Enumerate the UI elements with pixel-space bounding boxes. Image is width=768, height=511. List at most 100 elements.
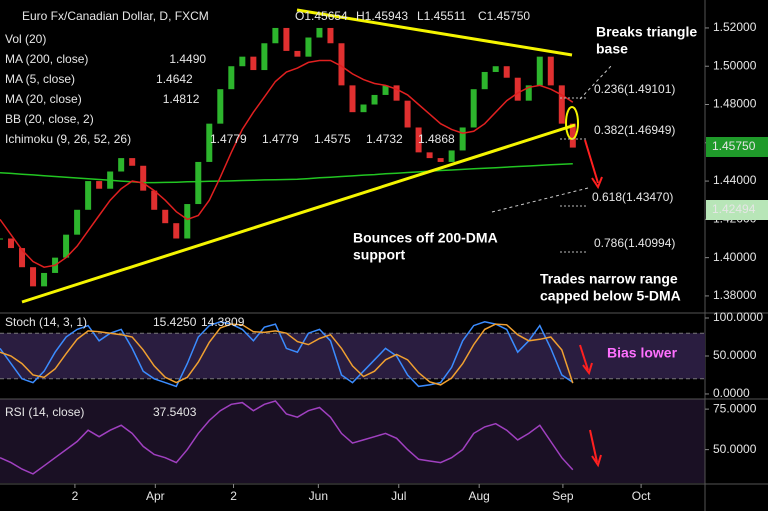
fib-label: 0.382(1.46949) (594, 123, 675, 137)
y-tick-label: 1.52000 (713, 20, 757, 34)
candle (305, 37, 312, 57)
candle (85, 181, 92, 210)
annotation: Bias lower (607, 345, 678, 361)
fib-label: 0.618(1.43470) (592, 190, 673, 204)
candle (338, 43, 345, 86)
legend-value: 14.3809 (201, 315, 245, 329)
chart-title: Euro Fx/Canadian Dollar, D, FXCM (22, 9, 209, 23)
candle (404, 100, 411, 128)
candle (536, 56, 543, 86)
candle (382, 85, 389, 95)
x-tick-label: Jul (391, 489, 406, 503)
price-label-box (706, 137, 768, 157)
line (0, 323, 574, 386)
band (0, 333, 705, 379)
candle (272, 27, 279, 44)
candle (0, 238, 3, 240)
annotation-box (603, 343, 681, 365)
annotation: Trades narrow range (540, 271, 678, 287)
line (0, 59, 574, 268)
candle (162, 209, 169, 224)
legend-value: 1.4575 (314, 132, 351, 146)
y-tick-label: 1.50000 (713, 58, 757, 72)
arrow-head (582, 362, 593, 376)
candle (283, 27, 290, 51)
candle (140, 165, 147, 191)
candle (503, 66, 510, 78)
legend-label: RSI (14, close) (5, 405, 84, 419)
candle (569, 123, 576, 148)
candle (250, 56, 257, 71)
legend-value: 1.4490 (169, 52, 206, 66)
candle (558, 85, 565, 124)
line (0, 321, 574, 388)
candle (118, 158, 125, 172)
legend-label: BB (20, close, 2) (5, 112, 94, 126)
candle (437, 158, 444, 162)
candle (415, 127, 422, 153)
ohlc-label: L1.45511 (417, 9, 466, 23)
candle (173, 223, 180, 239)
candle (30, 267, 37, 287)
arrow (579, 344, 589, 371)
ohlc-label: H1.45943 (356, 9, 408, 23)
x-tick-label: Sep (552, 489, 574, 503)
legend-value: 15.4250 (153, 315, 197, 329)
x-tick-label: Apr (146, 489, 165, 503)
y-tick-label: 1.38000 (713, 288, 757, 302)
candle (19, 248, 26, 268)
y-tick-label: 1.40000 (713, 250, 757, 264)
legend-value: 1.4732 (366, 132, 403, 146)
arrow-head (591, 176, 603, 190)
legend-label: MA (20, close) (5, 92, 82, 106)
candle (459, 127, 466, 151)
candle (349, 85, 356, 113)
legend-value: 37.5403 (153, 405, 197, 419)
legend-label: Vol (20) (5, 32, 46, 46)
y-tick-label: 50.0000 (713, 348, 757, 362)
candle (371, 94, 378, 105)
candle (360, 104, 367, 113)
ohlc-label: O1.45654 (295, 9, 348, 23)
candle (184, 204, 191, 239)
candle (8, 238, 15, 249)
candle (63, 234, 70, 258)
annotation: Bounces off 200-DMA (353, 230, 498, 246)
arrow-head (591, 454, 602, 468)
candle (327, 27, 334, 44)
candle (492, 66, 499, 72)
price-label-box (706, 200, 768, 220)
arrow (584, 139, 599, 184)
legend-label: Ichimoku (9, 26, 52, 26) (5, 132, 131, 146)
x-tick-label: Jun (309, 489, 328, 503)
candle (294, 50, 301, 57)
candle (393, 85, 400, 101)
y-tick-label: 1.44000 (713, 173, 757, 187)
x-tick-label: Aug (469, 489, 490, 503)
fib-label: 0.236(1.49101) (594, 82, 675, 96)
candle (481, 71, 488, 90)
y-tick-label: 75.0000 (713, 401, 757, 415)
candle (41, 272, 48, 287)
candle (228, 66, 235, 90)
annotation: Breaks triangle (596, 24, 697, 40)
triangle-resistance (296, 8, 573, 57)
candle (206, 123, 213, 162)
candle (96, 181, 103, 189)
fib-label: 0.786(1.40994) (594, 236, 675, 250)
candle (129, 158, 136, 166)
legend-label: MA (5, close) (5, 72, 75, 86)
annotation: capped below 5-DMA (540, 288, 681, 304)
price-label: 1.42494 (712, 202, 756, 216)
legend-value: 1.4642 (156, 72, 193, 86)
candle (547, 56, 554, 86)
arrow (589, 429, 598, 463)
candle (514, 77, 521, 101)
x-tick-label: Oct (632, 489, 651, 503)
labels: 1.380001.400001.420001.440001.460001.480… (5, 9, 768, 503)
y-tick-label: 100.0000 (713, 310, 763, 324)
legend-value: 1.4779 (210, 132, 247, 146)
candle (74, 209, 81, 235)
candle (448, 150, 455, 162)
